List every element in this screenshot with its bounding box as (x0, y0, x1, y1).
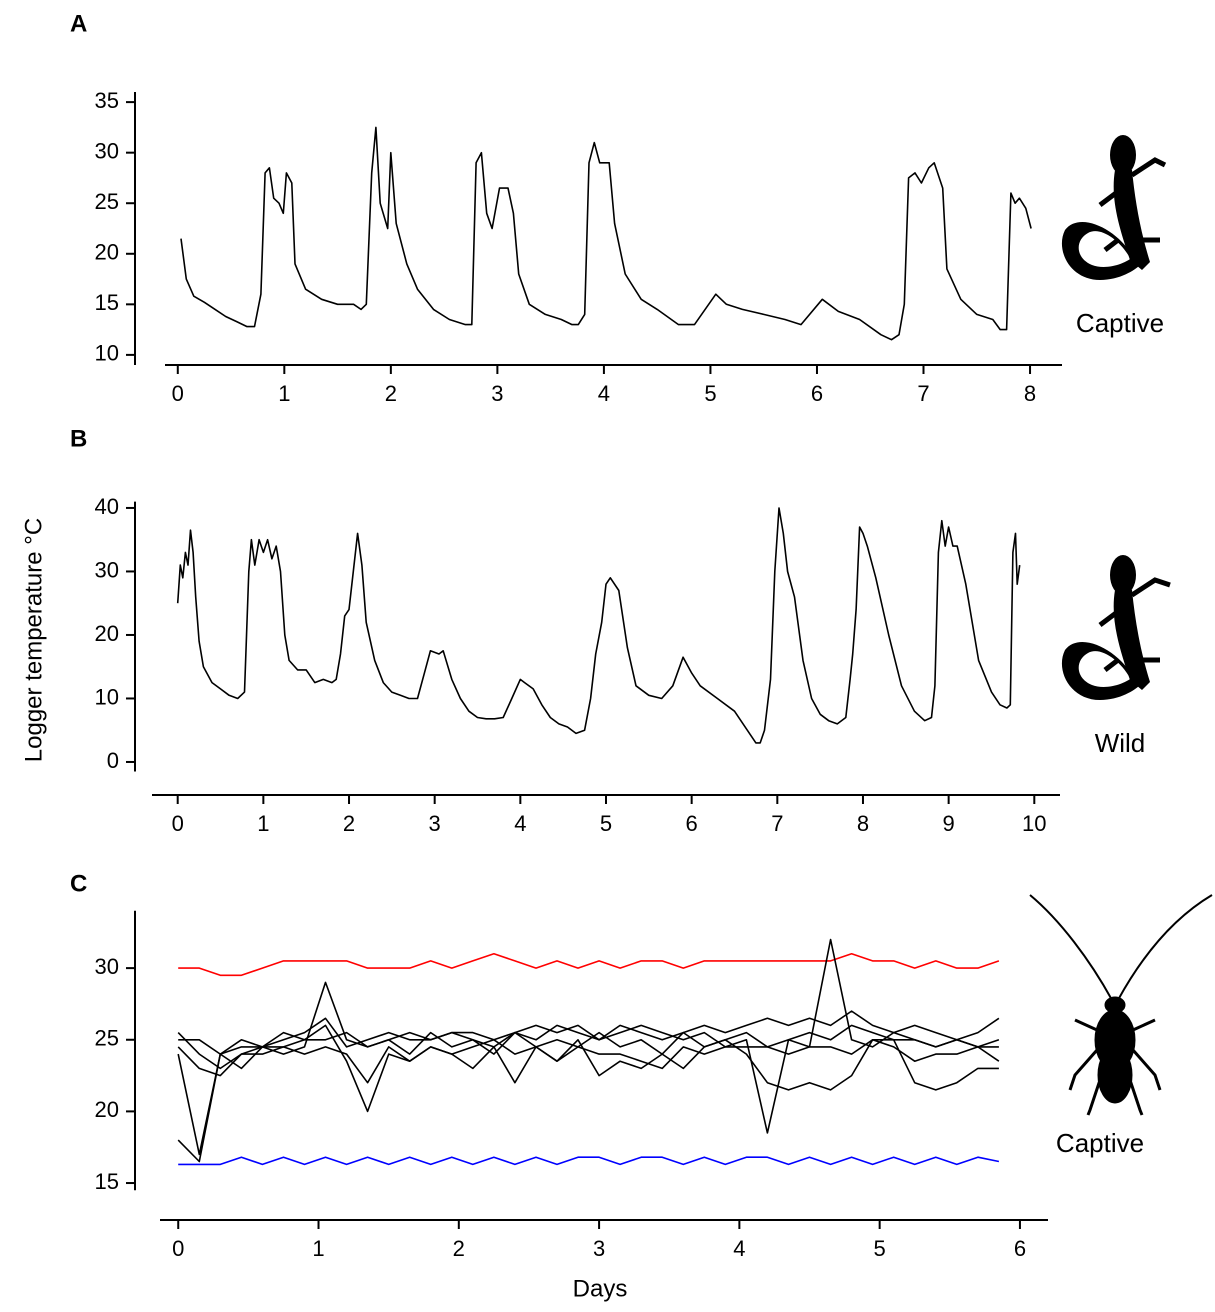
y-axis-title: Logger temperature °C (20, 518, 47, 762)
y-tick-label: 40 (95, 494, 119, 519)
y-tick-label: 30 (95, 954, 119, 979)
y-tick-label: 15 (95, 1169, 119, 1194)
lizard-icon (1061, 135, 1167, 280)
x-tick-label: 3 (593, 1236, 605, 1261)
x-tick-label: 5 (874, 1236, 886, 1261)
x-tick-label: 6 (1014, 1236, 1026, 1261)
x-tick-label: 10 (1022, 811, 1046, 836)
x-tick-label: 2 (453, 1236, 465, 1261)
y-tick-label: 35 (95, 88, 119, 113)
y-tick-label: 0 (107, 748, 119, 773)
y-tick-label: 25 (95, 1026, 119, 1051)
data-line (177, 938, 1000, 1156)
x-tick-label: 6 (811, 381, 823, 406)
y-tick-label: 10 (95, 684, 119, 709)
x-tick-label: 0 (172, 1236, 184, 1261)
data-line (177, 1024, 999, 1134)
x-tick-label: 9 (943, 811, 955, 836)
data-line (178, 1156, 1000, 1166)
x-tick-label: 3 (491, 381, 503, 406)
x-tick-label: 0 (172, 811, 184, 836)
y-tick-label: 25 (95, 189, 119, 214)
y-tick-label: 30 (95, 138, 119, 163)
panel-label: B (70, 425, 87, 452)
annotation: Wild (1095, 728, 1146, 758)
x-tick-label: 2 (385, 381, 397, 406)
annotation: Captive (1076, 308, 1164, 338)
x-axis-title: Days (573, 1275, 628, 1302)
x-tick-label: 6 (686, 811, 698, 836)
lizard-icon (1061, 555, 1171, 700)
y-tick-label: 20 (95, 240, 119, 265)
y-tick-label: 20 (95, 1097, 119, 1122)
x-tick-label: 7 (771, 811, 783, 836)
data-line (177, 1010, 1000, 1163)
x-tick-label: 2 (343, 811, 355, 836)
x-tick-label: 4 (514, 811, 526, 836)
x-tick-label: 0 (172, 381, 184, 406)
y-tick-label: 10 (95, 341, 119, 366)
x-tick-label: 1 (257, 811, 269, 836)
panel-label: A (70, 10, 87, 37)
data-line (178, 1024, 999, 1113)
x-tick-label: 3 (429, 811, 441, 836)
x-tick-label: 8 (857, 811, 869, 836)
data-line (176, 507, 1021, 744)
data-line (180, 126, 1032, 341)
annotation: Captive (1056, 1128, 1144, 1158)
x-tick-label: 7 (917, 381, 929, 406)
x-tick-label: 1 (312, 1236, 324, 1261)
x-tick-label: 1 (278, 381, 290, 406)
y-tick-label: 30 (95, 557, 119, 582)
y-tick-label: 20 (95, 621, 119, 646)
y-tick-label: 15 (95, 290, 119, 315)
data-line (178, 953, 1000, 977)
x-tick-label: 5 (600, 811, 612, 836)
data-line (177, 1032, 1000, 1084)
x-tick-label: 8 (1024, 381, 1036, 406)
x-tick-label: 4 (733, 1236, 745, 1261)
cockroach-icon (1029, 894, 1213, 1116)
x-tick-label: 4 (598, 381, 610, 406)
panel-label: C (70, 870, 87, 897)
x-tick-label: 5 (704, 381, 716, 406)
